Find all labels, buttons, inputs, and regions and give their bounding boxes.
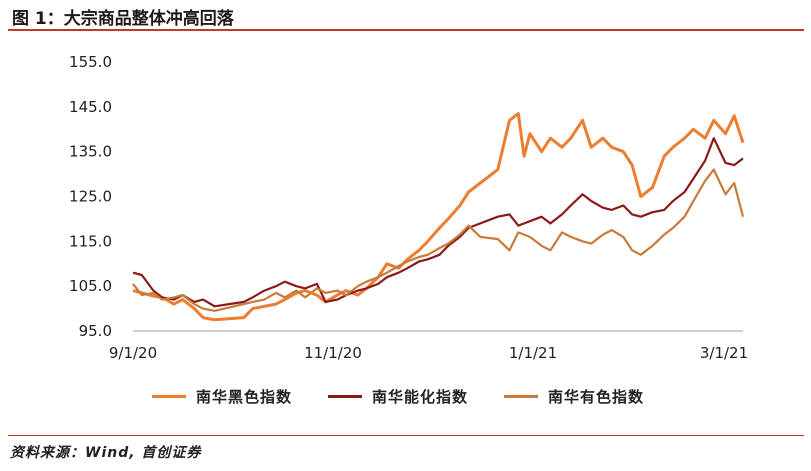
series-line-nonferrous xyxy=(132,168,745,312)
legend: 南华黑色指数 南华能化指数 南华有色指数 xyxy=(0,386,811,412)
series-line-energy-chemicals xyxy=(132,137,744,308)
legend-swatch-black-metals xyxy=(152,395,186,398)
x-tick-label: 9/1/20 xyxy=(109,344,157,362)
legend-swatch-energy-chemicals xyxy=(328,395,362,398)
legend-swatch-nonferrous xyxy=(504,395,538,398)
legend-label-black-metals: 南华黑色指数 xyxy=(196,388,293,406)
y-tick-label: 105.0 xyxy=(69,277,112,295)
legend-label-nonferrous: 南华有色指数 xyxy=(548,388,645,406)
title-divider xyxy=(8,29,804,31)
chart-title: 图 1：大宗商品整体冲高回落 xyxy=(12,9,234,29)
source-note: 资料来源：Wind, 首创证券 xyxy=(10,445,202,461)
x-tick-label: 3/1/21 xyxy=(700,344,748,362)
legend-item-nonferrous: 南华有色指数 xyxy=(504,386,644,407)
y-tick-label: 125.0 xyxy=(69,188,112,206)
y-tick-label: 95.0 xyxy=(79,322,112,340)
y-tick-label: 155.0 xyxy=(69,53,112,71)
x-tick-label: 11/1/20 xyxy=(304,344,362,362)
legend-label-energy-chemicals: 南华能化指数 xyxy=(372,388,469,406)
legend-item-black-metals: 南华黑色指数 xyxy=(152,386,292,407)
y-tick-label: 135.0 xyxy=(69,143,112,161)
legend-item-energy-chemicals: 南华能化指数 xyxy=(328,386,468,407)
y-tick-label: 115.0 xyxy=(69,232,112,250)
series-line-black-metals xyxy=(132,112,745,322)
source-divider xyxy=(8,435,804,436)
x-tick-label: 1/1/21 xyxy=(509,344,557,362)
y-tick-label: 145.0 xyxy=(69,98,112,116)
